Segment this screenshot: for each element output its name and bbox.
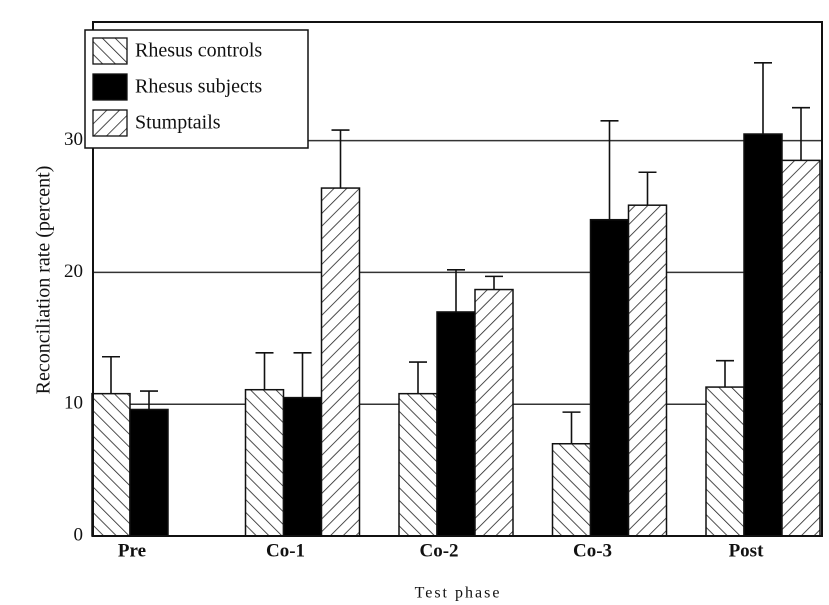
y-tick-label: 0 (74, 524, 84, 545)
x-tick-label: Post (729, 540, 765, 561)
bar (743, 133, 783, 537)
x-tick-label: Pre (118, 540, 146, 561)
bar (705, 386, 745, 537)
y-tick-label: 30 (64, 129, 83, 150)
bar (436, 311, 476, 537)
x-tick-label: Co-1 (266, 540, 305, 561)
legend-swatch (92, 37, 128, 65)
bar (474, 288, 514, 537)
y-axis-label: Reconciliation rate (percent) (33, 166, 55, 395)
y-tick-label: 10 (64, 393, 83, 414)
plot-frame (92, 21, 823, 537)
bar (244, 388, 285, 537)
x-tick-label: Co-3 (573, 540, 612, 561)
bar (129, 408, 169, 537)
bar (781, 159, 821, 537)
legend-label: Rhesus subjects (135, 76, 262, 98)
bar (320, 187, 361, 537)
y-tick-label: 20 (64, 261, 83, 282)
bar (398, 392, 438, 537)
legend-label: Stumptails (135, 112, 221, 134)
legend-swatch (92, 73, 128, 101)
legend-swatch (92, 109, 128, 137)
bar (627, 204, 668, 537)
bar (91, 392, 131, 537)
x-axis-label: Test phase (415, 585, 502, 602)
bar (282, 396, 323, 537)
bar (551, 442, 592, 537)
legend-label: Rhesus controls (135, 40, 262, 62)
x-tick-label: Co-2 (419, 540, 458, 561)
bar (589, 218, 630, 537)
